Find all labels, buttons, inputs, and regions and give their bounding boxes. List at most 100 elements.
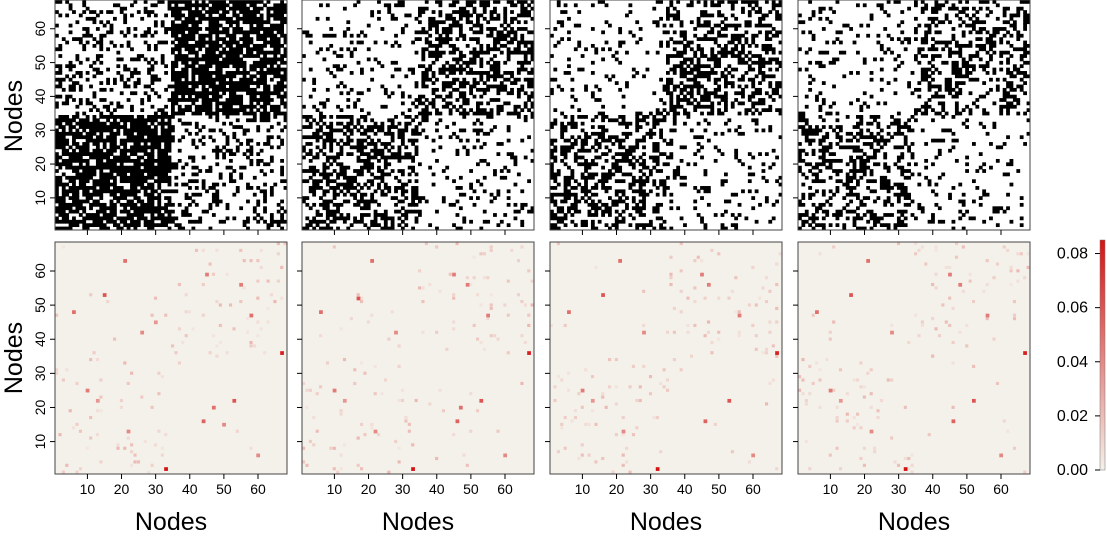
adjacency-cell xyxy=(171,128,175,133)
adjacency-cell xyxy=(411,128,415,133)
adjacency-cell xyxy=(92,223,97,228)
adjacency-cell xyxy=(737,37,742,41)
adjacency-cell xyxy=(689,3,694,8)
adjacency-cell xyxy=(184,209,189,214)
adjacency-cell xyxy=(482,16,487,21)
adjacency-cell xyxy=(113,206,117,211)
adjacency-cell xyxy=(246,118,250,123)
adjacency-cell xyxy=(703,13,708,18)
adjacency-cell xyxy=(82,121,87,126)
adjacency-cell xyxy=(390,43,395,48)
adjacency-cell xyxy=(325,16,330,21)
adjacency-cell xyxy=(458,175,463,180)
adjacency-cell xyxy=(119,226,124,231)
adjacency-cell xyxy=(259,47,264,52)
adjacency-cell xyxy=(411,40,415,45)
adjacency-cell xyxy=(411,118,415,123)
adjacency-cell xyxy=(642,192,646,197)
adjacency-cell xyxy=(246,186,250,190)
adjacency-cell xyxy=(553,192,558,197)
adjacency-cell xyxy=(418,196,422,200)
adjacency-cell xyxy=(363,199,368,204)
adjacency-cell xyxy=(283,101,288,106)
adjacency-cell xyxy=(109,192,114,197)
adjacency-cell xyxy=(452,20,456,25)
adjacency-cell xyxy=(383,158,388,163)
adjacency-cell xyxy=(383,40,388,45)
adjacency-cell xyxy=(472,94,477,99)
adjacency-cell xyxy=(171,27,175,31)
adjacency-cell xyxy=(455,60,460,65)
adjacency-cell xyxy=(717,148,721,153)
adjacency-cell xyxy=(147,71,151,75)
adjacency-cell xyxy=(252,6,257,11)
adjacency-cell xyxy=(516,40,521,45)
adjacency-cell xyxy=(418,94,422,99)
adjacency-cell xyxy=(283,54,288,58)
adjacency-cell xyxy=(737,202,742,207)
adjacency-cell xyxy=(116,121,121,126)
adjacency-cell xyxy=(418,101,422,106)
adjacency-cell xyxy=(479,182,484,187)
adjacency-cell xyxy=(276,57,281,62)
adjacency-cell xyxy=(61,209,66,214)
adjacency-cell xyxy=(232,84,237,89)
adjacency-cell xyxy=(730,213,735,217)
adjacency-cell xyxy=(95,27,100,31)
adjacency-cell xyxy=(123,172,128,177)
adjacency-cell xyxy=(225,74,230,79)
adjacency-cell xyxy=(222,57,226,62)
adjacency-cell xyxy=(222,152,226,156)
adjacency-cell xyxy=(594,148,599,153)
adjacency-cell xyxy=(720,20,725,25)
adjacency-cell xyxy=(587,202,592,207)
adjacency-cell xyxy=(215,33,220,38)
adjacency-cell xyxy=(737,50,742,55)
adjacency-cell xyxy=(106,148,110,153)
adjacency-cell xyxy=(280,30,284,35)
adjacency-cell xyxy=(252,67,257,72)
adjacency-cell xyxy=(150,209,155,214)
adjacency-cell xyxy=(503,87,508,92)
adjacency-cell xyxy=(380,64,385,69)
adjacency-cell xyxy=(171,101,175,106)
adjacency-cell xyxy=(472,111,477,116)
adjacency-cell xyxy=(400,27,405,31)
adjacency-cell xyxy=(160,148,165,153)
adjacency-cell xyxy=(370,67,375,72)
adjacency-cell xyxy=(339,213,344,217)
adjacency-cell xyxy=(126,118,131,123)
adjacency-cell xyxy=(164,179,168,184)
adjacency-cell xyxy=(109,145,114,150)
adjacency-cell xyxy=(102,138,107,143)
adjacency-cell xyxy=(336,216,340,221)
adjacency-cell xyxy=(269,223,274,228)
adjacency-cell xyxy=(312,169,317,173)
adjacency-cell xyxy=(666,142,670,146)
adjacency-cell xyxy=(734,223,739,228)
adjacency-cell xyxy=(666,111,670,116)
adjacency-cell xyxy=(246,47,250,52)
adjacency-cell xyxy=(229,111,233,116)
adjacency-cell xyxy=(366,152,371,156)
adjacency-cell xyxy=(580,138,585,143)
adjacency-cell xyxy=(570,118,575,123)
adjacency-cell xyxy=(666,162,670,167)
adjacency-cell xyxy=(373,142,378,146)
adjacency-cell xyxy=(147,226,151,231)
adjacency-cell xyxy=(527,50,531,55)
adjacency-cell xyxy=(724,50,728,55)
adjacency-cell xyxy=(724,43,728,48)
adjacency-cell xyxy=(167,216,172,221)
adjacency-cell xyxy=(530,115,535,119)
adjacency-cell xyxy=(604,115,609,119)
adjacency-cell xyxy=(150,155,155,160)
adjacency-cell xyxy=(486,43,491,48)
adjacency-cell xyxy=(269,186,274,190)
adjacency-cell xyxy=(550,192,554,197)
adjacency-cell xyxy=(431,101,436,106)
adjacency-cell xyxy=(349,71,354,75)
adjacency-cell xyxy=(325,179,330,184)
adjacency-cell xyxy=(184,192,189,197)
adjacency-cell xyxy=(666,60,670,65)
